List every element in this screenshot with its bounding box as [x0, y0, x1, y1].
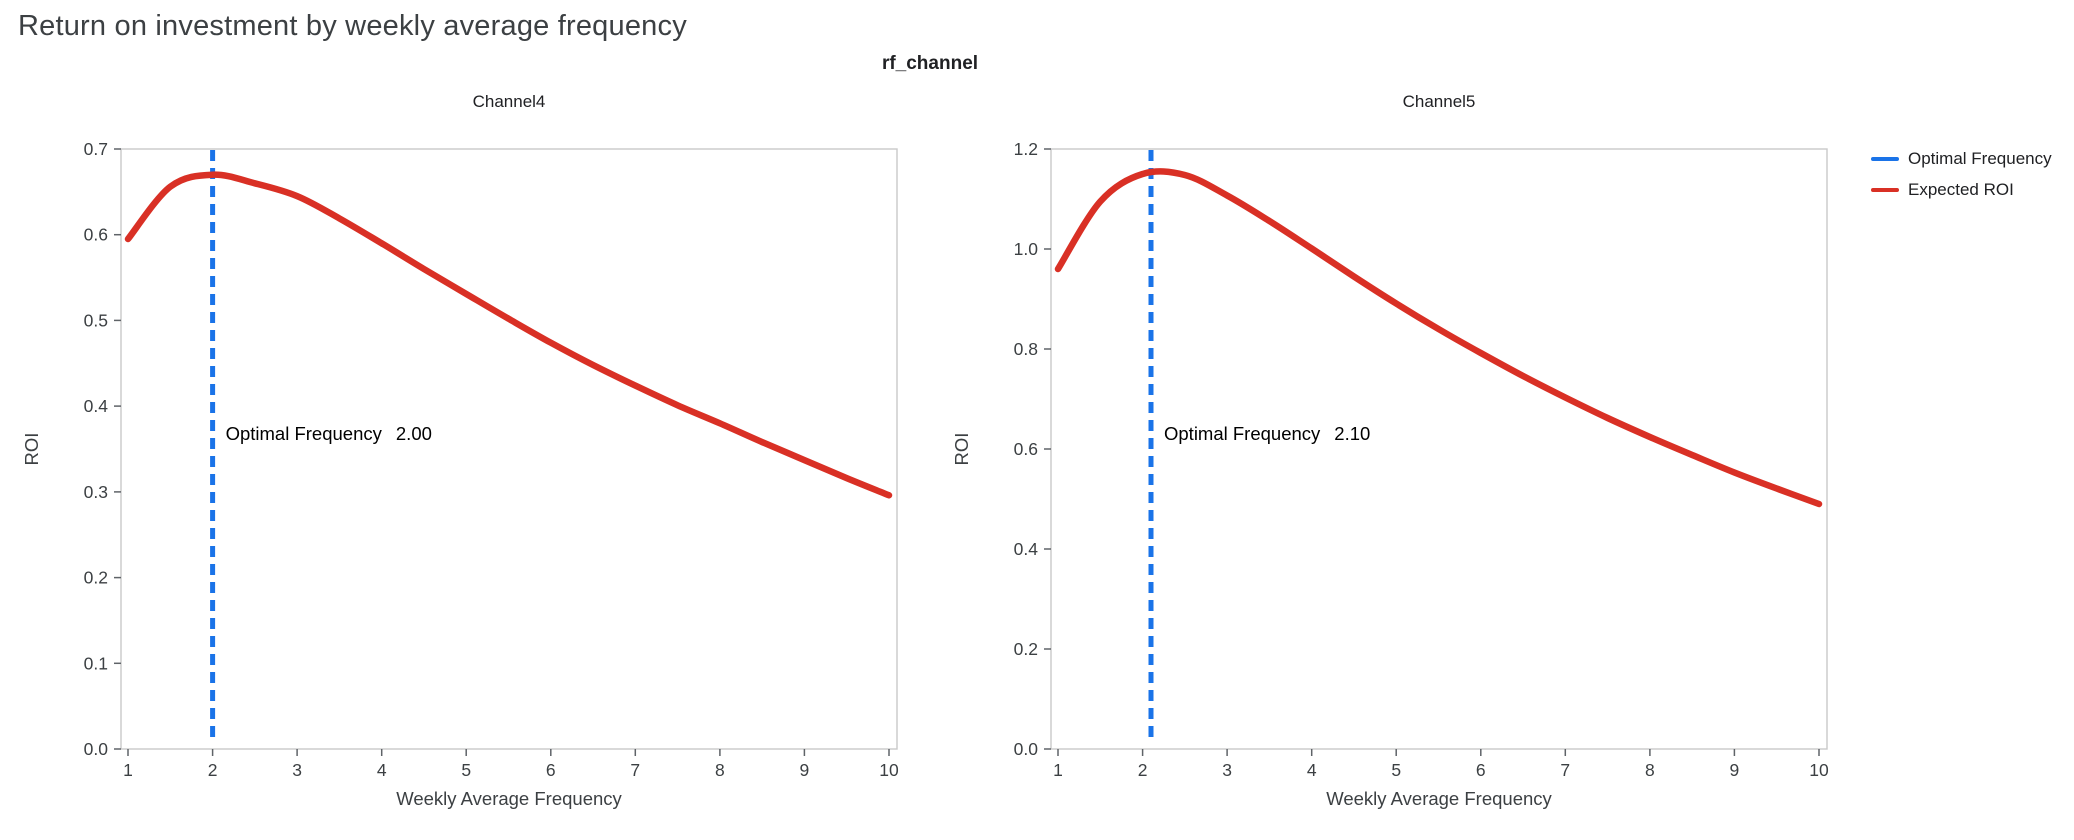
x-tick-label: 9 [800, 760, 810, 780]
x-tick-label: 8 [715, 760, 725, 780]
y-tick-label: 0.0 [1014, 739, 1039, 759]
x-tick-label: 3 [1222, 760, 1232, 780]
x-tick-label: 5 [461, 760, 471, 780]
x-tick-label: 1 [1053, 760, 1063, 780]
chart-legend: Optimal Frequency Expected ROI [1860, 77, 2074, 200]
x-tick-label: 10 [1809, 760, 1829, 780]
subplot-title: Channel5 [1403, 92, 1476, 111]
x-tick-label: 4 [377, 760, 387, 780]
y-axis-label: ROI [951, 433, 972, 466]
x-tick-label: 10 [879, 760, 899, 780]
y-tick-label: 1.2 [1014, 139, 1038, 159]
roi-chart-channel4: Channel4 1 2 3 4 5 6 7 8 9 10 0.0 0.1 0.2 0.3 0.4 0.5 0.6… [21, 92, 899, 809]
y-tick-label: 0.2 [84, 568, 108, 588]
x-tick-label: 4 [1307, 760, 1317, 780]
y-tick-label: 0.4 [1014, 539, 1039, 559]
x-tick-label: 2 [1138, 760, 1148, 780]
expected-roi-curve [124, 171, 893, 499]
charts-row: Channel4 1 2 3 4 5 6 7 8 9 10 0.0 0.1 0.2 0.3 0.4 0.5 0.6… [0, 77, 2074, 813]
y-tick-label: 0.6 [1014, 439, 1038, 459]
y-axis-label: ROI [21, 433, 42, 466]
page: Return on investment by weekly average f… [0, 10, 2074, 813]
legend-item-expected-roi: Expected ROI [1871, 180, 2074, 200]
y-tick-label: 1.0 [1014, 239, 1039, 259]
page-title: Return on investment by weekly average f… [18, 10, 687, 42]
x-tick-label: 1 [123, 760, 133, 780]
optimal-frequency-line-swatch [1871, 157, 1899, 161]
x-tick-label: 9 [1730, 760, 1740, 780]
y-tick-label: 0.7 [84, 139, 108, 159]
x-tick-label: 7 [1560, 760, 1570, 780]
optimal-frequency-annotation: Optimal Frequency 2.10 [1164, 423, 1370, 444]
y-tick-label: 0.0 [84, 739, 109, 759]
x-tick-label: 8 [1645, 760, 1655, 780]
subplot-title: Channel4 [473, 92, 546, 111]
expected-roi-line-swatch [1871, 188, 1899, 192]
x-tick-label: 6 [1476, 760, 1486, 780]
roi-chart-channel5: Channel5 1 2 3 4 5 6 7 8 9 10 0.0 0.2 0.4 0.6 0.8 1.0 1.2… [951, 92, 1829, 809]
optimal-frequency-annotation: Optimal Frequency 2.00 [226, 423, 432, 444]
expected-roi-curve [1054, 168, 1823, 508]
legend-label-expected-roi: Expected ROI [1908, 180, 2014, 199]
y-tick-label: 0.2 [1014, 639, 1038, 659]
plot-frame [120, 148, 898, 750]
x-tick-label: 2 [208, 760, 218, 780]
x-tick-label: 7 [630, 760, 640, 780]
x-tick-label: 3 [292, 760, 302, 780]
plot-frame [1050, 148, 1828, 750]
y-tick-label: 0.4 [84, 396, 109, 416]
y-tick-label: 0.1 [84, 653, 108, 673]
x-tick-label: 5 [1391, 760, 1401, 780]
y-tick-label: 0.6 [84, 225, 108, 245]
legend-label-optimal-frequency: Optimal Frequency [1908, 149, 2052, 168]
legend-item-optimal-frequency: Optimal Frequency [1871, 149, 2074, 169]
x-axis-label: Weekly Average Frequency [1326, 788, 1552, 809]
x-tick-label: 6 [546, 760, 556, 780]
chart-suptitle: rf_channel [881, 53, 979, 74]
y-tick-label: 0.3 [84, 482, 108, 502]
x-axis-label: Weekly Average Frequency [396, 788, 622, 809]
y-tick-label: 0.8 [1014, 339, 1038, 359]
y-tick-label: 0.5 [84, 310, 108, 330]
